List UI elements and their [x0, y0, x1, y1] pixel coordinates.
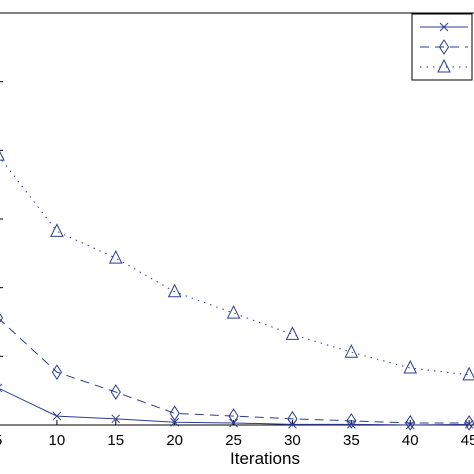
marker	[167, 283, 182, 298]
x-tick-label: 25	[225, 432, 242, 449]
x-tick-label: 5	[0, 432, 2, 449]
marker	[0, 151, 5, 161]
marker	[464, 415, 474, 431]
marker	[285, 326, 300, 340]
marker	[346, 419, 356, 429]
x-tick-label: 10	[49, 432, 66, 449]
marker	[439, 22, 449, 32]
marker	[405, 415, 416, 431]
marker	[226, 304, 241, 319]
x-tick-label: 20	[166, 432, 183, 449]
marker	[51, 364, 62, 381]
x-tick-label: 45	[461, 432, 474, 449]
marker	[344, 344, 359, 358]
series-line	[0, 156, 470, 376]
plot-frame	[0, 12, 474, 426]
marker	[0, 383, 3, 393]
legend	[411, 13, 473, 81]
marker	[438, 39, 450, 55]
x-tick-label: 30	[284, 432, 301, 449]
x-axis-label: Iterations	[230, 449, 300, 468]
marker	[437, 58, 451, 73]
marker	[170, 417, 180, 427]
marker	[52, 411, 62, 421]
marker	[403, 359, 418, 374]
x-tick-label: 35	[343, 432, 360, 449]
marker	[228, 408, 239, 424]
marker	[169, 405, 180, 422]
marker	[462, 366, 474, 381]
marker	[50, 223, 64, 237]
marker	[405, 420, 415, 430]
marker	[108, 250, 123, 264]
marker	[110, 384, 121, 400]
marker	[111, 414, 121, 424]
marker	[464, 419, 474, 429]
marker	[346, 412, 357, 429]
marker	[287, 410, 298, 427]
x-tick-label: 40	[402, 432, 419, 449]
series-line	[0, 319, 470, 424]
series-line	[0, 388, 470, 426]
marker	[0, 313, 4, 323]
x-tick-label: 15	[107, 432, 124, 449]
